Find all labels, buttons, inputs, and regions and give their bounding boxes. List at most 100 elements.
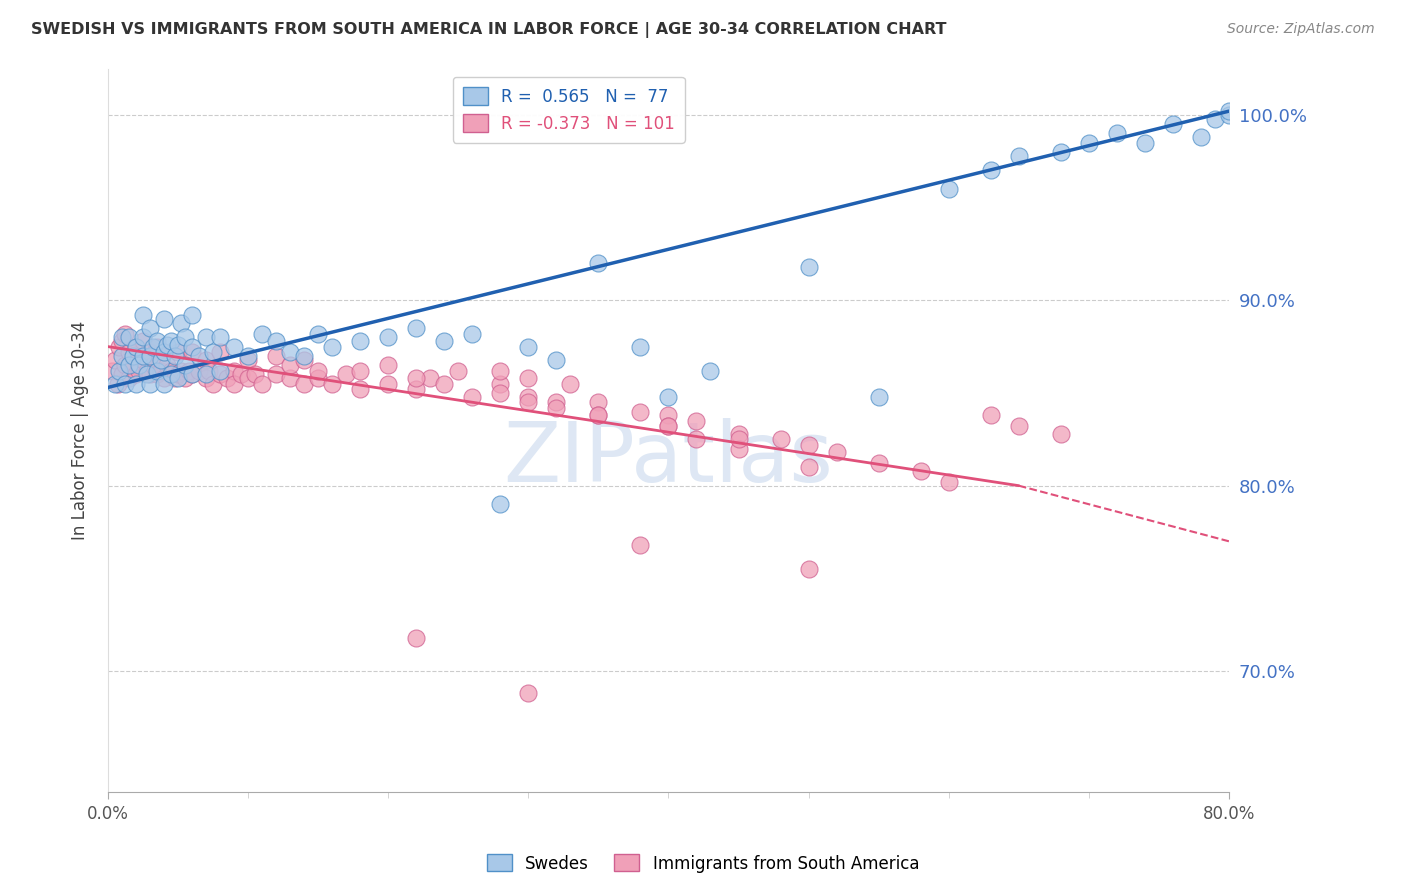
Point xyxy=(139,376,162,391)
Point xyxy=(489,364,512,378)
Point xyxy=(181,340,204,354)
Point xyxy=(517,371,540,385)
Point xyxy=(142,340,165,354)
Point xyxy=(546,401,568,415)
Point xyxy=(489,386,512,401)
Legend: Swedes, Immigrants from South America: Swedes, Immigrants from South America xyxy=(481,847,925,880)
Point xyxy=(209,345,232,359)
Point xyxy=(292,349,315,363)
Point xyxy=(167,338,190,352)
Point xyxy=(125,368,148,382)
Point xyxy=(181,368,204,382)
Point xyxy=(202,345,225,359)
Point xyxy=(1218,108,1240,122)
Point xyxy=(128,364,150,378)
Point xyxy=(264,334,287,348)
Point xyxy=(153,345,176,359)
Point xyxy=(195,330,218,344)
Text: SWEDISH VS IMMIGRANTS FROM SOUTH AMERICA IN LABOR FORCE | AGE 30-34 CORRELATION : SWEDISH VS IMMIGRANTS FROM SOUTH AMERICA… xyxy=(31,22,946,38)
Point xyxy=(229,368,252,382)
Point xyxy=(125,340,148,354)
Point xyxy=(517,340,540,354)
Point xyxy=(797,562,820,576)
Point xyxy=(153,376,176,391)
Point xyxy=(202,376,225,391)
Point xyxy=(1008,419,1031,434)
Point xyxy=(125,376,148,391)
Point xyxy=(104,376,127,391)
Point xyxy=(868,457,890,471)
Point xyxy=(222,376,245,391)
Point xyxy=(868,390,890,404)
Point xyxy=(489,376,512,391)
Point xyxy=(142,358,165,372)
Point xyxy=(165,349,187,363)
Point xyxy=(1049,426,1071,441)
Point xyxy=(264,368,287,382)
Point xyxy=(292,352,315,367)
Point xyxy=(122,349,145,363)
Point xyxy=(188,349,211,363)
Point xyxy=(433,376,456,391)
Point xyxy=(114,358,136,372)
Point xyxy=(108,340,131,354)
Point xyxy=(699,364,721,378)
Point xyxy=(321,376,343,391)
Point xyxy=(825,445,848,459)
Point xyxy=(938,475,960,489)
Point xyxy=(136,368,159,382)
Point xyxy=(657,408,679,422)
Point xyxy=(461,390,484,404)
Point xyxy=(170,316,193,330)
Point xyxy=(307,364,329,378)
Point xyxy=(307,326,329,341)
Point xyxy=(160,368,183,382)
Point xyxy=(104,352,127,367)
Point xyxy=(588,408,610,422)
Point xyxy=(250,326,273,341)
Point xyxy=(517,390,540,404)
Point xyxy=(128,358,150,372)
Point xyxy=(278,371,301,385)
Point xyxy=(377,358,399,372)
Point xyxy=(980,408,1002,422)
Point xyxy=(938,182,960,196)
Point xyxy=(111,349,134,363)
Point xyxy=(118,345,141,359)
Point xyxy=(546,352,568,367)
Text: ZIPatlas: ZIPatlas xyxy=(503,418,834,500)
Point xyxy=(727,433,749,447)
Point xyxy=(167,371,190,385)
Point xyxy=(628,404,651,418)
Point xyxy=(165,371,187,385)
Point xyxy=(1049,145,1071,159)
Point xyxy=(160,364,183,378)
Point xyxy=(217,371,239,385)
Point xyxy=(156,338,179,352)
Point xyxy=(588,256,610,270)
Point xyxy=(174,371,197,385)
Point xyxy=(139,321,162,335)
Point xyxy=(278,345,301,359)
Point xyxy=(264,349,287,363)
Point xyxy=(560,376,582,391)
Point xyxy=(278,358,301,372)
Point xyxy=(685,414,707,428)
Point xyxy=(236,371,259,385)
Point xyxy=(797,438,820,452)
Point xyxy=(685,433,707,447)
Point xyxy=(349,334,371,348)
Point xyxy=(132,349,155,363)
Point xyxy=(727,426,749,441)
Y-axis label: In Labor Force | Age 30-34: In Labor Force | Age 30-34 xyxy=(72,320,89,540)
Point xyxy=(1161,117,1184,131)
Point xyxy=(132,330,155,344)
Point xyxy=(349,382,371,396)
Point xyxy=(209,364,232,378)
Point xyxy=(111,330,134,344)
Point xyxy=(405,371,427,385)
Point xyxy=(167,368,190,382)
Point xyxy=(132,352,155,367)
Point xyxy=(321,340,343,354)
Point xyxy=(1133,136,1156,150)
